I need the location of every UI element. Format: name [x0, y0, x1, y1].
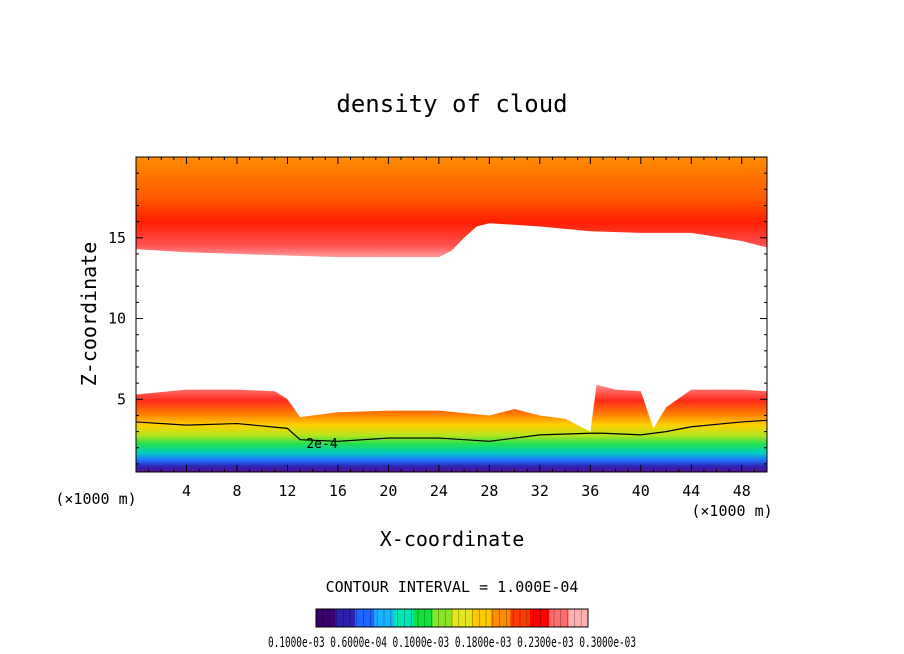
chart-title: density of cloud	[336, 90, 567, 118]
colorbar-swatch	[452, 609, 472, 627]
contour-interval-text: CONTOUR INTERVAL = 1.000E-04	[326, 578, 579, 596]
x-tick-label: 44	[682, 482, 700, 500]
x-tick-label: 24	[430, 482, 448, 500]
x-tick-label: 28	[480, 482, 498, 500]
colorbar-swatch	[568, 609, 589, 627]
colorbar-swatch	[335, 609, 356, 627]
upper-cloud-layer	[136, 157, 767, 258]
colorbar-swatch	[393, 609, 414, 627]
contour-label: 2e-4	[306, 437, 337, 452]
colorbar-frame	[315, 608, 589, 628]
y-axis-label: Z-coordinate	[77, 242, 101, 387]
colorbar	[315, 608, 589, 628]
colorbar-swatch	[549, 609, 570, 627]
colorbar-swatch	[490, 609, 511, 627]
y-tick-label: 10	[108, 310, 126, 328]
y-tick-label: 15	[108, 229, 126, 247]
x-tick-label: 36	[581, 482, 599, 500]
colorbar-swatch	[413, 609, 434, 627]
x-unit-label-left: (×1000 m)	[55, 490, 136, 508]
x-tick-label: 4	[182, 482, 191, 500]
y-tick-label: 5	[117, 390, 126, 408]
x-tick-label: 40	[632, 482, 650, 500]
y-axis-ticks: 5 10 15	[108, 172, 767, 465]
colorbar-swatch	[354, 609, 375, 627]
colorbar-swatch	[510, 609, 531, 627]
colorbar-swatch	[471, 609, 492, 627]
x-tick-label: 16	[329, 482, 347, 500]
colorbar-swatch	[316, 609, 336, 627]
x-tick-label: 12	[278, 482, 296, 500]
x-tick-label: 32	[531, 482, 549, 500]
lower-cloud-layer	[136, 384, 767, 472]
x-axis-label: X-coordinate	[380, 527, 525, 551]
colorbar-swatch	[529, 609, 550, 627]
x-tick-label: 8	[232, 482, 241, 500]
x-tick-label: 48	[733, 482, 751, 500]
contour-line-2e-4	[136, 419, 767, 442]
colorbar-labels: 0.1000e-03 0.6000e-04 0.1000e-03 0.1800e…	[268, 635, 636, 651]
x-unit-label-right: (×1000 m)	[691, 502, 772, 520]
colorbar-swatch	[432, 609, 453, 627]
colorbar-swatch	[374, 609, 395, 627]
x-tick-label: 20	[379, 482, 397, 500]
plot-area: 2e-4	[136, 157, 767, 472]
x-axis-ticks: 4 8 12 16 20 24 28 32 36 40 44 48	[148, 157, 755, 500]
